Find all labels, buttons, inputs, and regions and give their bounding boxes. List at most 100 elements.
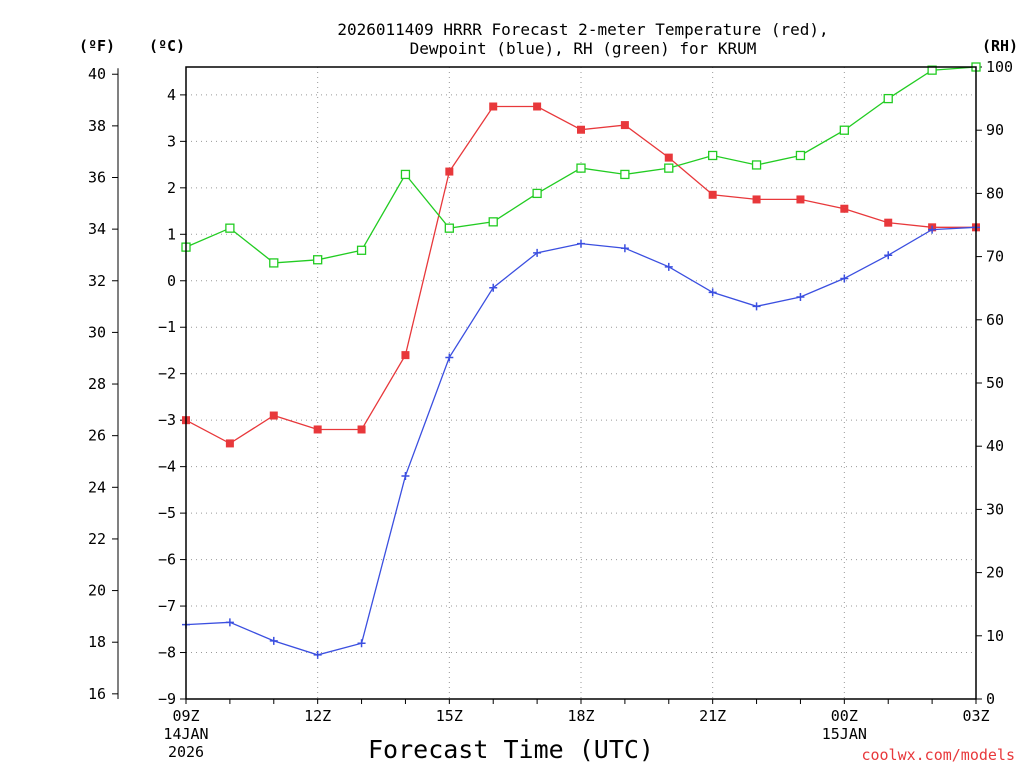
dewpoint-marker	[664, 262, 673, 271]
rh-marker	[751, 160, 762, 170]
celsius-tick-label: −9	[158, 690, 176, 708]
rh-tick-label: 30	[986, 500, 1004, 518]
celsius-unit-label: (ºC)	[149, 37, 185, 55]
fahrenheit-tick-label: 32	[88, 272, 106, 290]
temperature-marker	[796, 195, 805, 204]
x-tick-label-line: 00Z	[831, 707, 858, 725]
rh-unit-label: (RH)	[982, 37, 1018, 55]
rh-tick-label: 80	[986, 184, 1004, 202]
rh-marker	[839, 125, 849, 135]
dewpoint-marker	[708, 288, 717, 297]
celsius-tick-label: 3	[167, 132, 176, 150]
x-tick-label: 15Z	[436, 707, 463, 725]
celsius-tick-label: −2	[158, 365, 176, 383]
x-tick-label: 21Z	[699, 707, 726, 725]
dewpoint-marker	[533, 248, 542, 257]
fahrenheit-tick-label: 18	[88, 633, 106, 651]
temperature-marker	[708, 190, 717, 199]
temperature-marker	[577, 125, 585, 134]
dewpoint-marker	[401, 471, 410, 480]
x-axis-title: Forecast Time (UTC)	[368, 735, 654, 764]
dewpoint-marker	[489, 283, 498, 292]
celsius-tick-label: −7	[158, 597, 176, 615]
fahrenheit-tick-label: 36	[88, 168, 106, 186]
fahrenheit-tick-label: 38	[88, 117, 106, 135]
rh-tick-label: 60	[986, 311, 1004, 329]
rh-marker	[883, 93, 893, 104]
x-tick-label-line: 12Z	[304, 707, 331, 725]
rh-tick-label: 100	[986, 58, 1013, 76]
temperature-marker	[840, 204, 849, 213]
rh-marker	[269, 258, 279, 268]
dewpoint-marker	[884, 251, 893, 260]
rh-marker	[927, 65, 937, 75]
dewpoint-marker	[269, 636, 278, 645]
dewpoint-marker	[225, 618, 234, 627]
rh-marker	[576, 163, 586, 173]
rh-marker	[664, 163, 674, 173]
temperature-marker	[401, 351, 410, 360]
rh-marker	[488, 217, 498, 227]
celsius-tick-label: −5	[158, 504, 176, 522]
x-tick-label: 12Z	[304, 707, 331, 725]
fahrenheit-tick-label: 40	[88, 65, 106, 83]
chart-title-line1: 2026011409 HRRR Forecast 2-meter Tempera…	[337, 20, 828, 39]
credit-text: coolwx.com/models	[861, 746, 1015, 764]
dewpoint-marker	[357, 639, 366, 648]
rh-marker	[795, 150, 806, 161]
temperature-marker	[269, 411, 278, 420]
rh-tick-label: 0	[986, 690, 995, 708]
x-tick-label-line: 03Z	[962, 707, 989, 725]
x-tick-label-line: 14JAN	[163, 725, 208, 743]
temperature-marker	[357, 425, 366, 434]
temperature-marker	[445, 167, 454, 176]
fahrenheit-tick-label: 22	[88, 530, 106, 548]
fahrenheit-unit-label: (ºF)	[79, 37, 115, 55]
temperature-marker	[533, 102, 542, 111]
rh-tick-label: 90	[986, 121, 1004, 139]
rh-marker	[708, 150, 718, 161]
fahrenheit-tick-label: 28	[88, 375, 106, 393]
celsius-tick-label: 0	[167, 272, 176, 290]
temperature-marker	[664, 153, 673, 162]
x-tick-label: 03Z	[962, 707, 989, 725]
axes: 4038363432302826242220181643210−1−2−3−4−…	[88, 58, 1013, 761]
fahrenheit-tick-label: 16	[88, 685, 106, 703]
fahrenheit-tick-label: 34	[88, 220, 106, 238]
fahrenheit-tick-label: 24	[88, 478, 106, 496]
temperature-marker	[489, 102, 498, 111]
rh-marker	[532, 188, 542, 199]
celsius-tick-label: 4	[167, 86, 176, 104]
x-tick-label-line: 15Z	[436, 707, 463, 725]
rh-tick-label: 10	[986, 627, 1004, 645]
x-tick-label: 09Z 14JAN 2026	[163, 707, 208, 761]
dewpoint-marker	[928, 225, 937, 234]
fahrenheit-tick-label: 26	[88, 427, 106, 445]
temperature-marker	[620, 121, 629, 130]
rh-marker	[620, 169, 630, 180]
rh-tick-label: 70	[986, 248, 1004, 266]
x-tick-label-line: 18Z	[567, 707, 594, 725]
rh-tick-label: 50	[986, 374, 1004, 392]
temperature-marker	[313, 425, 322, 434]
rh-marker	[225, 223, 235, 233]
x-tick-label-line: 15JAN	[822, 725, 867, 743]
dewpoint-line	[185, 226, 977, 656]
rh-tick-label: 20	[986, 564, 1004, 582]
celsius-tick-label: −6	[158, 551, 176, 569]
dewpoint-marker	[577, 239, 585, 248]
x-tick-label-line: 21Z	[699, 707, 726, 725]
x-tick-label-line: 2026	[168, 743, 204, 761]
temperature-marker	[884, 218, 893, 227]
dewpoint-marker	[796, 293, 805, 302]
rh-tick-label: 40	[986, 437, 1004, 455]
dewpoint-marker	[840, 274, 849, 283]
rh-marker	[313, 255, 323, 265]
dewpoint-marker	[313, 650, 322, 659]
celsius-tick-label: −3	[158, 411, 176, 429]
celsius-tick-label: 2	[167, 179, 176, 197]
dewpoint-marker	[752, 302, 761, 311]
fahrenheit-tick-label: 30	[88, 323, 106, 341]
fahrenheit-tick-label: 20	[88, 582, 106, 600]
